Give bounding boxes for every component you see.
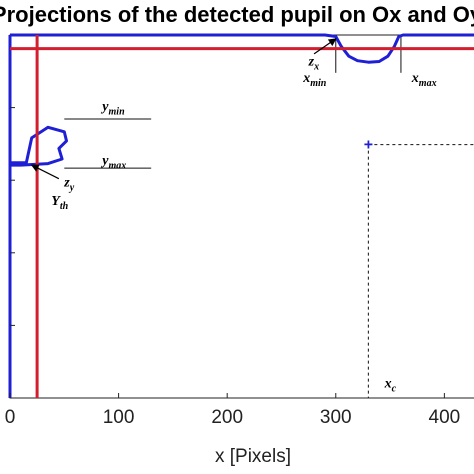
annotation-0: zx (308, 54, 319, 72)
annotation-7: Yth (51, 194, 68, 212)
annotation-4: ymin (100, 100, 125, 118)
annotation-5: ymax (100, 153, 126, 171)
x-tick-label-2: 200 (211, 407, 243, 428)
center-marker: + (364, 137, 373, 154)
x-axis: 0100200300400500600 (5, 107, 461, 428)
x-tick-label-0: 0 (5, 407, 16, 428)
x-tick-label-3: 300 (320, 407, 352, 428)
series-line-1 (8, 35, 68, 398)
annotation-1: xmin (302, 71, 327, 89)
series-line-0 (10, 33, 474, 64)
chart-title: Projections of the detected pupil on Ox … (0, 2, 474, 27)
x-axis-label: x [Pixels] (215, 446, 291, 467)
plot-area: + (8, 33, 474, 399)
annotation-arrow-0 (313, 38, 337, 55)
x-tick-label-4: 400 (429, 407, 461, 428)
x-tick-label-1: 100 (103, 407, 135, 428)
plot-frame (9, 34, 474, 399)
annotation-2: xmax (411, 71, 437, 89)
annotation-arrow-1 (30, 164, 60, 180)
annotation-8: xc (384, 376, 397, 394)
annotations: zxxminxmaxXthyminymaxzyYthxc (30, 38, 437, 394)
annotation-6: zy (63, 175, 74, 193)
